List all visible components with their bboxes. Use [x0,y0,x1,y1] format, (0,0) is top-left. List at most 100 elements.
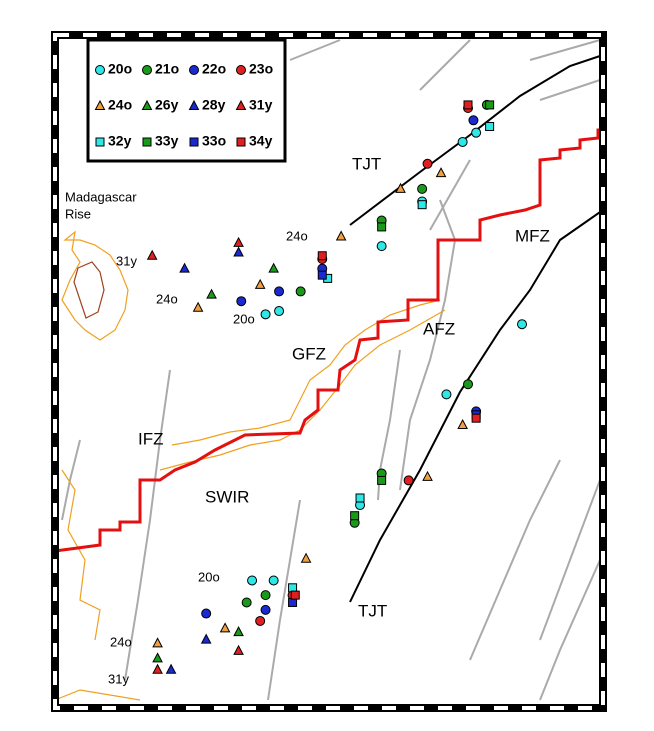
legend-symbol [236,137,246,147]
legend-symbol [189,65,199,75]
map-label: 31y [108,671,129,686]
data-point [219,622,231,633]
fracture-zone [539,559,601,701]
data-point [152,637,163,648]
legend-symbol [142,137,152,147]
map-label: 24o [286,228,308,243]
data-point [457,136,468,147]
legend-label: 33y [155,133,179,149]
data-point [457,418,468,430]
data-point [233,246,244,257]
legend-symbol [235,99,247,110]
data-point [463,379,474,390]
contour [61,469,101,641]
map-label: 20o [233,311,255,326]
data-point [468,115,479,126]
data-point [236,296,247,307]
fracture-zone [429,159,471,231]
map-label: MFZ [515,226,550,245]
legend-label: 26y [155,97,179,113]
data-point [233,644,244,655]
legend-label: 31y [249,97,273,113]
data-point [485,121,495,131]
legend [86,38,287,163]
data-point [317,270,327,280]
data-point [471,127,482,138]
data-point [435,167,447,178]
contour [159,309,446,471]
data-point [422,470,433,481]
data-point [403,475,414,486]
map-label: 31y [116,253,137,268]
data-point [206,288,217,299]
contour [61,230,129,341]
data-point [295,286,306,297]
data-point [417,200,427,210]
data-point [350,511,360,521]
data-point [288,583,298,593]
annotations: TJT TJT MFZ AFZ GFZ IFZ SWIR Madagascar Rise 24o 3… [65,154,550,686]
map-label: IFZ [138,429,164,448]
legend-symbol [188,99,200,110]
data-point [395,182,406,193]
legend-symbol [141,99,153,110]
data-point [268,262,279,273]
legend-symbol [95,137,105,147]
data-point [290,590,300,600]
data-point [317,251,327,261]
fracture-zone [539,479,601,641]
bathymetry-contours [54,230,446,701]
legend-label: 23o [249,61,273,77]
fracture-zone [61,439,81,521]
data-point [300,552,312,563]
tjt-trace [349,54,604,226]
map-label: 24o [110,634,132,649]
map-label: AFZ [423,319,455,338]
legend-label: 34y [249,133,273,149]
map-layers [54,39,604,701]
ridge-axis [54,128,603,553]
data-point [355,493,365,503]
legend-symbol [95,65,105,75]
fracture-zone [419,39,471,91]
fracture-zone [469,459,561,661]
data-point [517,319,528,330]
data-point [201,608,212,619]
data-point [274,306,285,317]
data-point [241,597,252,608]
legend-label: 28y [202,97,226,113]
legend-symbol [94,99,106,110]
data-point [268,575,279,586]
data-point [417,183,428,194]
fracture-zone [289,39,341,61]
legend-label: 20o [108,61,132,77]
legend-label: 33o [202,133,226,149]
tjt-trace [349,209,604,603]
map-label: SWIR [205,487,249,506]
legend-label: 32y [108,133,132,149]
data-point [200,633,212,644]
fracture-zones [61,39,601,701]
data-point [192,301,204,312]
map-label: TJT [352,154,381,173]
map-label: Madagascar [65,189,137,204]
data-point [274,286,285,297]
map-frame-dashes [53,33,605,710]
map-label: Rise [65,206,91,221]
data-point [335,230,347,241]
data-point [288,597,298,607]
data-point [254,278,266,289]
data-points [146,99,528,674]
data-point [165,663,177,674]
map-label: 24o [156,291,178,306]
data-point [146,249,158,260]
data-point [260,604,271,615]
map-label: GFZ [292,344,326,363]
data-point [377,222,387,232]
fracture-zone [267,499,301,701]
data-point [422,158,433,169]
data-point [377,475,387,485]
legend-symbol [236,65,246,75]
data-point [233,626,244,637]
